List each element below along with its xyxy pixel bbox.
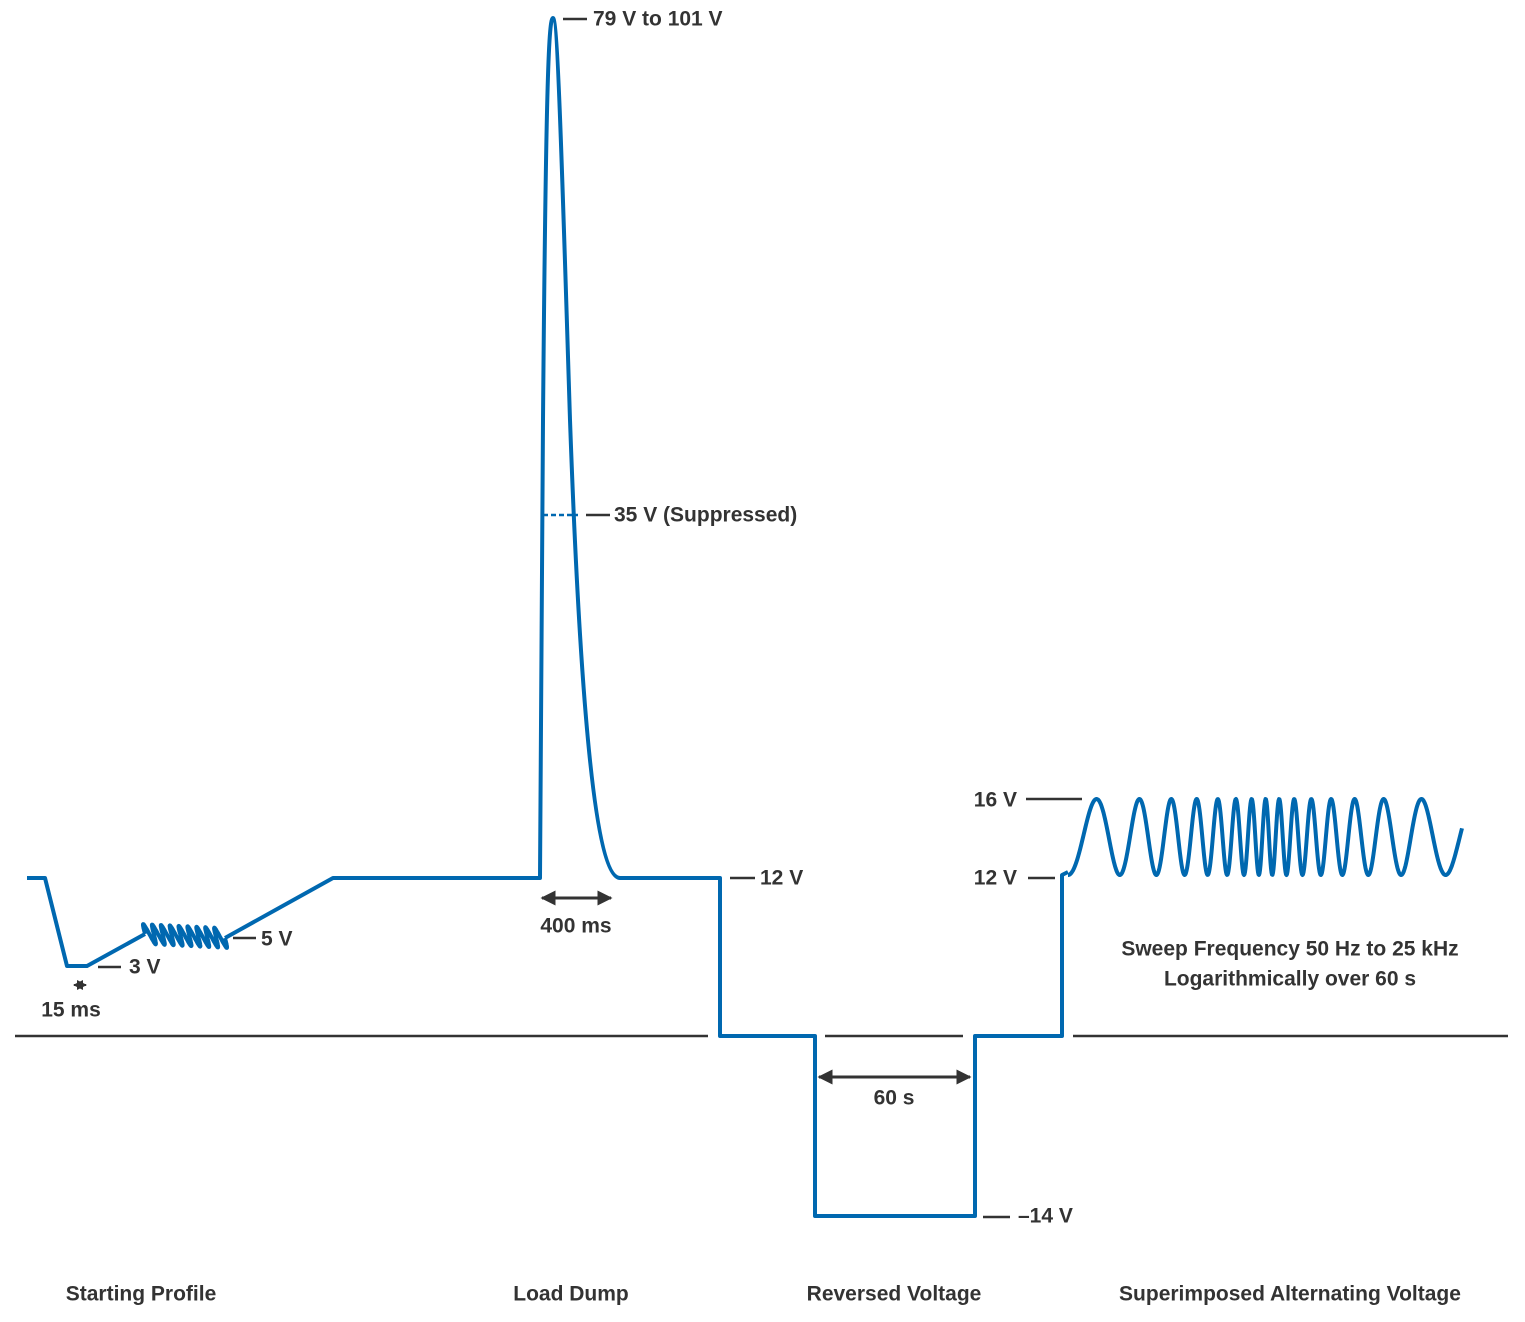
ripple-coil: [141, 922, 229, 950]
waveform: [27, 876, 146, 968]
time-label: 60 s: [874, 1087, 915, 1110]
level-label: 35 V (Suppressed): [614, 504, 797, 527]
waveform: [224, 16, 1069, 1218]
level-label: 12 V: [760, 867, 803, 890]
level-label: 79 V to 101 V: [593, 8, 723, 31]
level-label: 3 V: [129, 956, 161, 979]
level-label: 12 V: [974, 867, 1017, 890]
sweep-wave: [1066, 797, 1464, 877]
section-label: Load Dump: [513, 1283, 629, 1306]
level-label: –14 V: [1018, 1205, 1073, 1228]
level-label: 16 V: [974, 789, 1017, 812]
level-label: 5 V: [261, 928, 293, 951]
section-label: Reversed Voltage: [807, 1283, 982, 1306]
sweep-note: Sweep Frequency 50 Hz to 25 kHz: [1121, 938, 1458, 961]
sweep-note: Logarithmically over 60 s: [1164, 968, 1416, 991]
section-label: Starting Profile: [66, 1283, 217, 1306]
section-label: Superimposed Alternating Voltage: [1119, 1283, 1461, 1306]
time-label: 400 ms: [540, 915, 611, 938]
time-label: 15 ms: [41, 999, 101, 1022]
